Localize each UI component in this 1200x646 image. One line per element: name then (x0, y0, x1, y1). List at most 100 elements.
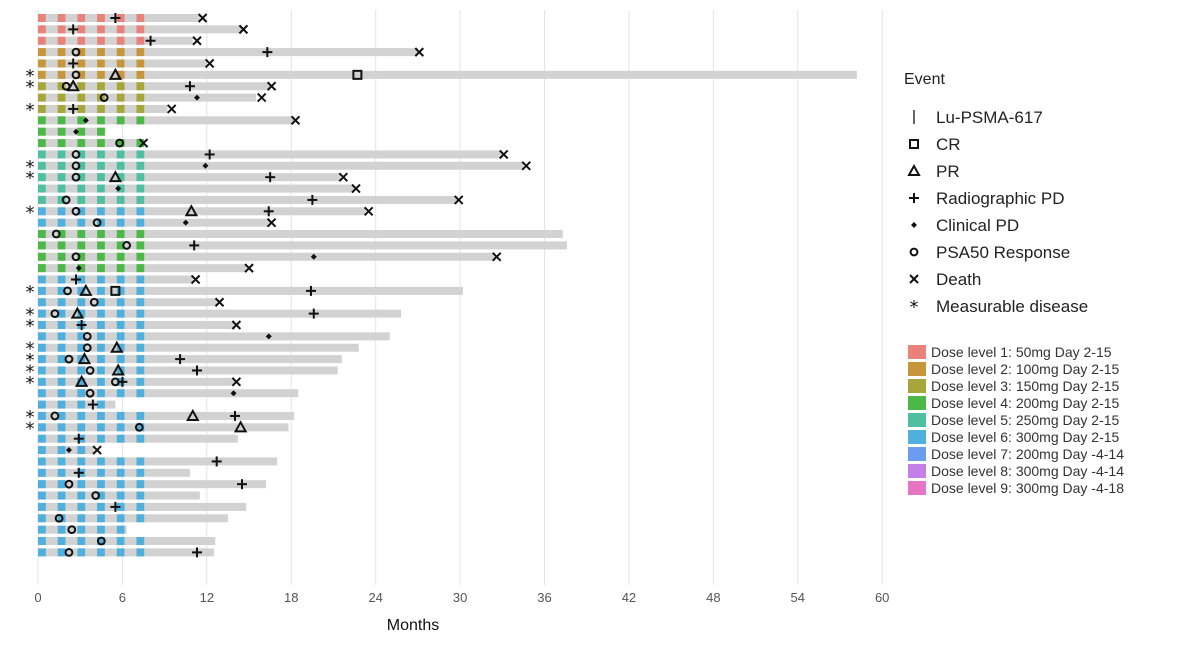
follow-up-bar (38, 48, 418, 57)
treatment-segment (38, 411, 46, 420)
psa50-marker (96, 536, 106, 546)
radiographic-pd-marker (229, 410, 240, 421)
follow-up-bar (38, 366, 338, 375)
follow-up-bar (38, 286, 463, 295)
treatment-segment (116, 537, 125, 546)
treatment-segment (136, 230, 145, 239)
treatment-segment (77, 173, 86, 182)
treatment-segment (57, 389, 66, 398)
legend-label: PR (936, 162, 960, 181)
treatment-segment (57, 150, 66, 159)
patient-row (38, 150, 503, 159)
treatment-segment (136, 184, 145, 193)
radiographic-pd-marker (117, 376, 128, 387)
follow-up-bar (38, 173, 341, 182)
treatment-segment (77, 537, 86, 546)
pr-marker (184, 204, 199, 217)
treatment-segment (57, 502, 66, 511)
follow-up-bar (38, 400, 116, 409)
treatment-segment (57, 48, 66, 57)
treatment-segment (97, 389, 105, 398)
treatment-segment (77, 480, 86, 489)
treatment-segment (116, 434, 125, 443)
patient-row (38, 286, 463, 295)
treatment-segment (77, 116, 86, 125)
treatment-segment (38, 343, 46, 352)
patient-row (38, 218, 271, 227)
treatment-segment (57, 59, 66, 68)
death-stroke (92, 445, 102, 455)
follow-up-bar (38, 423, 289, 432)
treatment-segment (77, 230, 86, 239)
treatment-segment (57, 25, 66, 34)
psa50-marker (71, 172, 81, 182)
patient-row (38, 366, 338, 375)
treatment-segment (97, 423, 105, 432)
death-stroke (204, 58, 215, 69)
treatment-segment (97, 252, 105, 261)
treatment-segment (38, 537, 46, 546)
treatment-segment (57, 195, 66, 204)
measurable-disease-marker: * (26, 407, 35, 428)
treatment-segment (136, 514, 145, 523)
treatment-segment (97, 332, 105, 341)
treatment-segment (38, 25, 46, 34)
death-marker (266, 81, 277, 91)
treatment-segment (97, 355, 105, 364)
dose-legend-item: Dose level 4: 200mg Day 2-15 (908, 395, 1120, 411)
x-tick-label: 6 (119, 590, 126, 605)
death-marker (909, 274, 919, 284)
treatment-segment (38, 400, 46, 409)
treatment-segment (77, 59, 86, 68)
follow-up-bar (38, 207, 366, 216)
treatment-segment (38, 548, 46, 557)
radiographic-pd-marker (189, 240, 200, 251)
x-tick-label: 24 (368, 590, 382, 605)
patient-row (38, 70, 857, 79)
treatment-segment (136, 139, 145, 148)
treatment-segment (57, 491, 66, 500)
clinical-pd-marker (310, 253, 317, 260)
treatment-segment (77, 275, 86, 284)
treatment-segment (97, 343, 105, 352)
patient-row (38, 468, 190, 477)
psa50-marker (82, 343, 92, 353)
treatment-segment (97, 139, 105, 148)
dose-swatch (908, 413, 926, 427)
treatment-segment (116, 423, 125, 432)
death-stroke (138, 138, 149, 148)
treatment-segment (136, 320, 145, 329)
treatment-segment (38, 207, 46, 216)
cr-marker (110, 285, 121, 296)
patient-row (38, 423, 289, 432)
treatment-segment (38, 423, 46, 432)
treatment-segment (57, 457, 66, 466)
treatment-segment (57, 480, 66, 489)
patient-row (38, 298, 217, 307)
clinical-pd-marker (193, 94, 200, 101)
pr-marker (74, 374, 89, 387)
treatment-segment (77, 70, 86, 79)
psa50-marker (51, 229, 61, 239)
treatment-segment (97, 104, 105, 113)
treatment-segment (97, 525, 105, 534)
psa50-marker (71, 252, 81, 262)
treatment-segment (77, 343, 86, 352)
measurable-disease-marker: * (26, 350, 35, 371)
treatment-segment (57, 286, 66, 295)
follow-up-bar (38, 537, 216, 546)
treatment-segment (116, 59, 125, 68)
psa50-marker (89, 297, 99, 307)
dose-legend-label: Dose level 4: 200mg Day 2-15 (931, 395, 1120, 411)
cr-marker (909, 139, 919, 149)
treatment-segment (116, 457, 125, 466)
treatment-segment (116, 548, 125, 557)
death-stroke (190, 274, 201, 285)
x-tick-label: 60 (875, 590, 889, 605)
treatment-segment (97, 320, 105, 329)
treatment-segment (38, 514, 46, 523)
treatment-segment (57, 548, 66, 557)
legend-label: PSA50 Response (936, 243, 1070, 262)
treatment-segment (116, 514, 125, 523)
treatment-segment (57, 230, 66, 239)
